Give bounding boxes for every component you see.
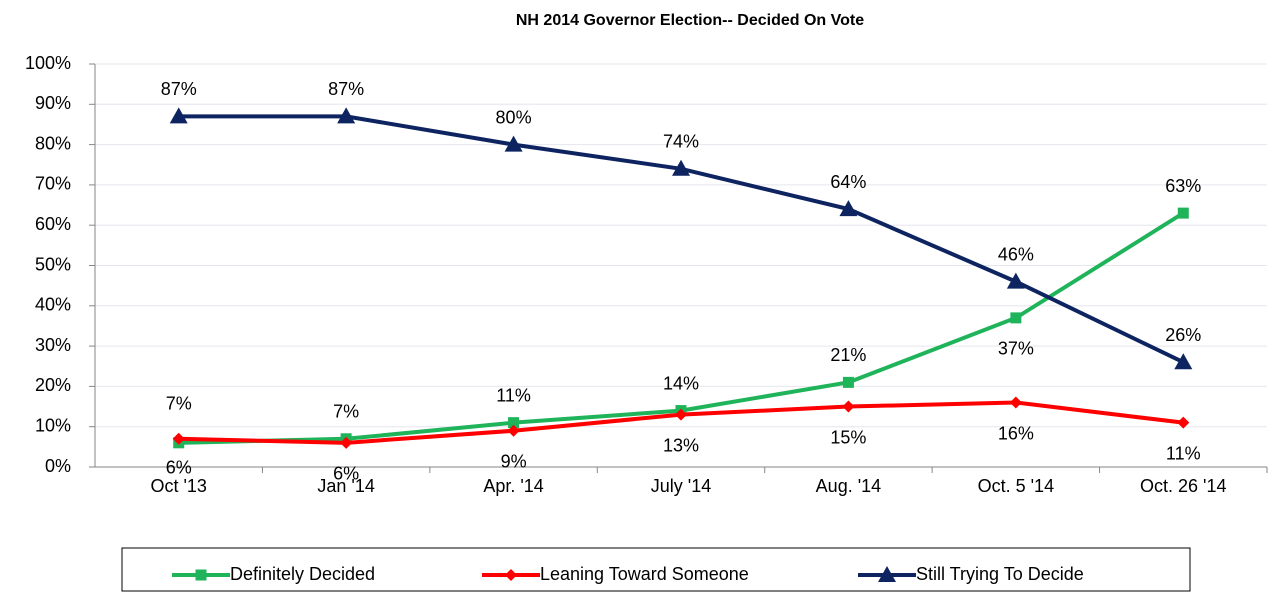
y-tick-label: 70% [35, 174, 71, 194]
point-marker [172, 432, 185, 445]
y-tick-label: 30% [35, 335, 71, 355]
data-label: 21% [830, 345, 866, 365]
point-marker [504, 135, 523, 152]
point-marker [839, 200, 858, 217]
x-tick-label: July '14 [651, 476, 711, 496]
data-label: 7% [166, 394, 192, 414]
point-marker [672, 159, 690, 176]
data-label: 74% [663, 132, 699, 152]
data-label: 15% [830, 427, 866, 447]
x-tick-label: Aug. '14 [816, 476, 882, 496]
x-tick-label: Oct. 26 '14 [1140, 476, 1226, 496]
y-tick-label: 20% [35, 375, 71, 395]
point-marker [169, 107, 188, 124]
point-marker [1009, 396, 1022, 409]
data-label: 37% [998, 339, 1034, 359]
legend-label: Leaning Toward Someone [540, 564, 749, 584]
y-tick-label: 90% [35, 93, 71, 113]
point-marker [507, 424, 520, 437]
data-label: 87% [328, 79, 364, 99]
y-tick-label: 40% [35, 295, 71, 315]
point-marker [1177, 207, 1189, 219]
legend-marker [505, 569, 517, 581]
point-marker [340, 436, 353, 449]
point-marker [1010, 312, 1022, 324]
legend-marker [195, 569, 207, 581]
point-marker [842, 400, 855, 413]
point-marker [1174, 353, 1193, 370]
legend-marker [878, 566, 896, 582]
y-tick-label: 60% [35, 214, 71, 234]
data-label: 46% [998, 244, 1034, 264]
x-tick-label: Jan '14 [317, 476, 374, 496]
data-label: 63% [1165, 176, 1201, 196]
x-tick-label: Oct '13 [150, 476, 206, 496]
data-label: 11% [1166, 443, 1201, 463]
legend-label: Still Trying To Decide [916, 564, 1084, 584]
y-tick-label: 10% [35, 415, 71, 435]
data-label: 11% [496, 385, 531, 405]
chart-title: NH 2014 Governor Election-- Decided On V… [516, 12, 864, 29]
data-label: 6% [333, 464, 359, 484]
data-label: 9% [501, 451, 527, 471]
point-marker [508, 417, 520, 429]
data-label: 80% [496, 107, 532, 127]
data-label: 26% [1165, 325, 1201, 345]
point-marker [675, 408, 687, 421]
legend-box [121, 547, 1191, 592]
point-marker [1006, 272, 1025, 289]
data-label: 7% [333, 402, 359, 422]
y-tick-label: 100% [25, 53, 71, 73]
point-marker [842, 376, 854, 388]
y-tick-label: 0% [45, 456, 71, 476]
data-label: 14% [663, 373, 699, 393]
point-marker [1177, 416, 1190, 429]
x-tick-label: Apr. '14 [483, 476, 543, 496]
data-label: 87% [161, 79, 197, 99]
point-marker [337, 107, 356, 124]
x-tick-label: Oct. 5 '14 [978, 476, 1054, 496]
series-line [178, 114, 1185, 365]
data-label: 6% [166, 458, 192, 478]
y-tick-label: 80% [35, 133, 71, 153]
legend-label: Definitely Decided [230, 564, 375, 584]
y-tick-label: 50% [35, 254, 71, 274]
data-label: 16% [998, 423, 1034, 443]
data-label: 64% [830, 172, 866, 192]
data-label: 13% [663, 435, 699, 455]
